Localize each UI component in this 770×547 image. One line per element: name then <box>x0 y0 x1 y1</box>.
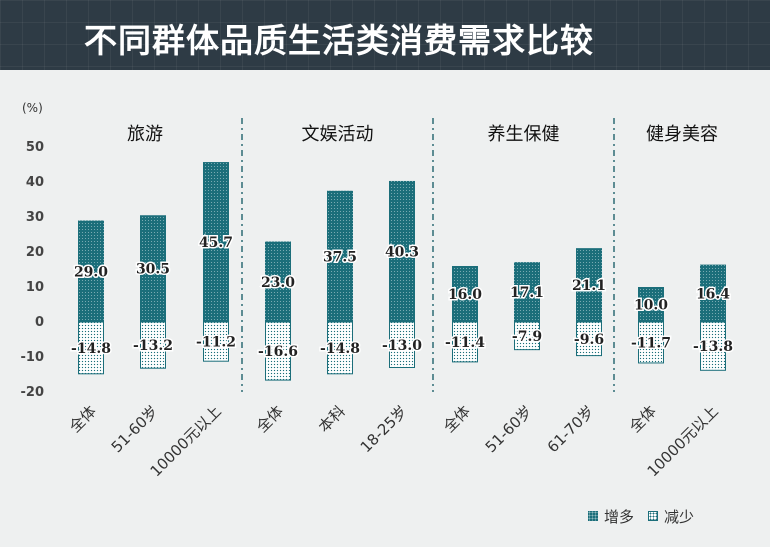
data-label-decrease: -7.9 <box>512 329 542 345</box>
bar-decrease <box>203 321 229 362</box>
data-label-decrease: -11.7 <box>631 335 671 351</box>
legend-swatch-increase <box>588 511 598 521</box>
group-title: 旅游 <box>127 124 163 145</box>
bar-decrease <box>576 321 602 357</box>
bar-increase <box>327 190 353 322</box>
category-label: 18-25岁 <box>357 402 411 456</box>
category-label: 全体 <box>626 402 660 436</box>
bar-increase <box>514 262 540 322</box>
header-banner: 不同群体品质生活类消费需求比较 <box>0 0 770 70</box>
data-label-increase: 37.5 <box>323 249 357 265</box>
group-title: 文娱活动 <box>302 124 374 145</box>
legend-swatch-decrease <box>648 511 659 521</box>
bar-decrease <box>327 321 353 375</box>
bar-increase <box>452 266 478 322</box>
data-label-increase: 17.1 <box>510 285 544 301</box>
data-label-decrease: -14.8 <box>320 341 360 357</box>
data-label-decrease: -11.4 <box>445 335 485 351</box>
bar-increase <box>265 241 291 322</box>
bar-increase <box>78 220 104 322</box>
legend-item-increase: 增多 <box>588 506 634 527</box>
bar-decrease <box>265 321 291 381</box>
bar-increase <box>140 215 166 322</box>
category-label: 51-60岁 <box>482 402 536 456</box>
bar-decrease <box>78 321 104 375</box>
legend-item-decrease: 减少 <box>648 506 694 527</box>
y-tick-label: -20 <box>21 385 45 400</box>
y-tick-label: 10 <box>26 280 44 295</box>
group-title: 养生保健 <box>488 124 560 145</box>
category-label: 本科 <box>315 402 349 436</box>
data-label-increase: 16.0 <box>448 287 482 303</box>
y-tick-label: 20 <box>26 245 44 260</box>
legend-label-decrease: 减少 <box>664 507 695 526</box>
data-label-decrease: -13.0 <box>382 338 422 354</box>
bar-increase <box>700 264 726 322</box>
category-label: 全体 <box>253 402 287 436</box>
data-label-decrease: -16.6 <box>258 344 298 360</box>
bar-decrease <box>452 321 478 363</box>
y-axis-unit-label: (%) <box>22 101 43 115</box>
legend: 增多 减少 <box>588 506 708 526</box>
data-label-increase: 16.4 <box>696 286 730 302</box>
data-label-decrease: -14.8 <box>71 341 111 357</box>
data-label-decrease: -13.2 <box>133 338 173 354</box>
legend-label-increase: 增多 <box>604 507 635 526</box>
category-label: 61-70岁 <box>544 402 598 456</box>
page-title: 不同群体品质生活类消费需求比较 <box>84 21 594 60</box>
data-label-decrease: -13.8 <box>693 339 733 355</box>
y-tick-label: -10 <box>21 350 45 365</box>
data-label-increase: 10.0 <box>634 298 668 314</box>
data-label-decrease: -11.2 <box>196 335 236 351</box>
bar-increase <box>576 248 602 322</box>
data-label-increase: 21.1 <box>572 278 606 294</box>
bar-decrease <box>700 321 726 371</box>
y-tick-label: 50 <box>26 140 44 155</box>
category-label: 全体 <box>440 402 474 436</box>
y-tick-label: 40 <box>26 175 44 190</box>
bar-decrease <box>140 321 166 369</box>
data-label-increase: 23.0 <box>261 275 295 291</box>
data-label-increase: 30.5 <box>136 262 170 278</box>
bar-increase <box>203 162 229 322</box>
category-label: 51-60岁 <box>108 402 162 456</box>
y-tick-label: 0 <box>35 315 44 330</box>
bar-decrease <box>638 321 664 364</box>
data-label-increase: 40.3 <box>385 244 419 260</box>
data-label-increase: 29.0 <box>74 264 108 280</box>
bar-decrease <box>389 321 415 368</box>
data-label-increase: 45.7 <box>199 235 233 251</box>
bar-decrease <box>514 321 540 351</box>
data-label-decrease: -9.6 <box>574 332 604 348</box>
bar-increase <box>389 180 415 322</box>
y-tick-label: 30 <box>26 210 44 225</box>
group-title: 健身美容 <box>646 124 718 145</box>
bar-increase <box>638 287 664 322</box>
category-label: 全体 <box>66 402 100 436</box>
